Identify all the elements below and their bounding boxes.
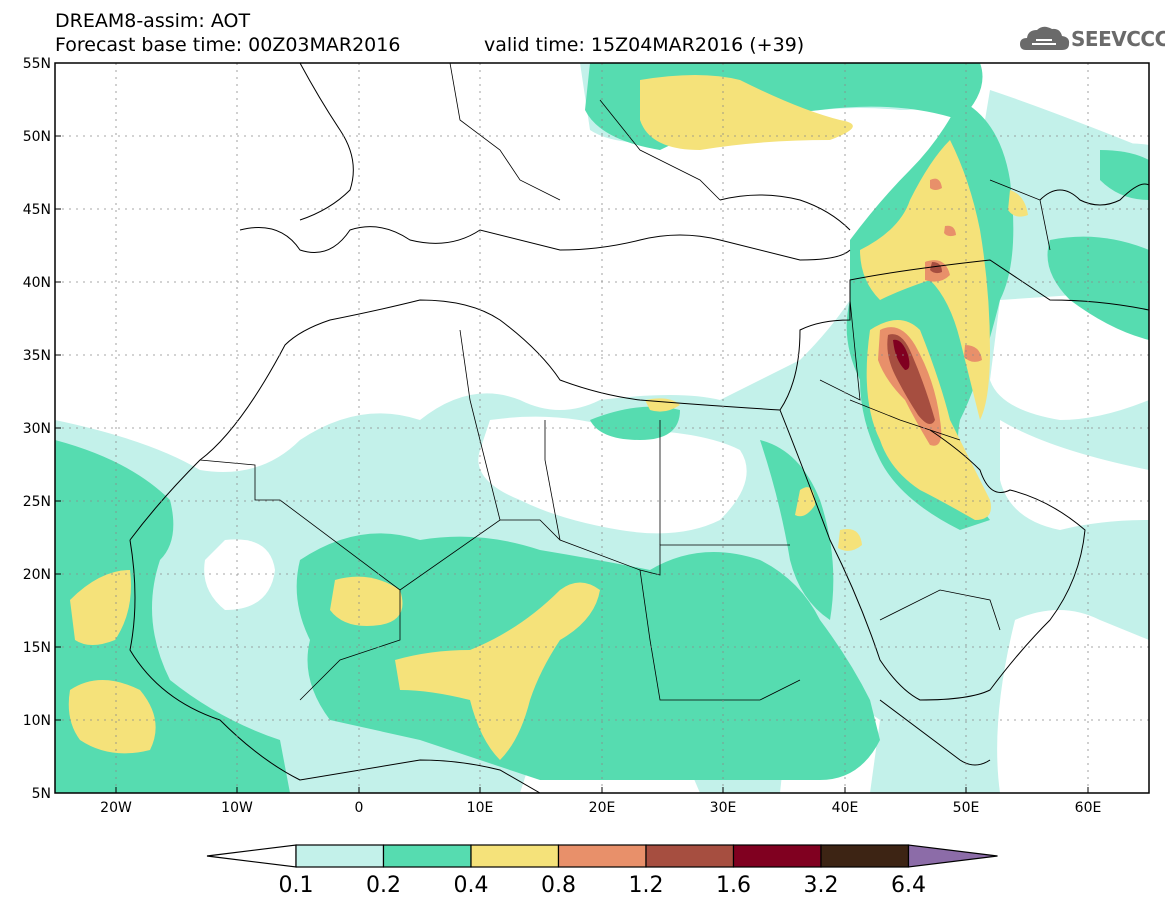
colorbar-segment	[382, 844, 472, 868]
lat-label: 15N	[23, 640, 51, 656]
lon-label: 0	[355, 800, 364, 816]
colorbar-right-arrow	[907, 844, 998, 868]
colorbar-label: 3.2	[804, 873, 839, 898]
colorbar	[206, 844, 998, 868]
colorbar-segment	[732, 844, 822, 868]
forecast-base-time: Forecast base time: 00Z03MAR2016	[55, 34, 401, 56]
country-borders	[199, 63, 1051, 701]
colorbar-labels: 0.1 0.2 0.4 0.8 1.2 1.6 3.2 6.4	[279, 873, 927, 898]
aot-level-1.6	[893, 339, 910, 370]
lon-label: 20E	[589, 800, 616, 816]
colorbar-segment	[645, 844, 735, 868]
lat-label: 10N	[23, 713, 51, 729]
colorbar-segment	[295, 844, 385, 868]
cloud-logo-icon	[1020, 26, 1070, 50]
lat-label: 25N	[23, 494, 51, 510]
lat-label: 45N	[23, 202, 51, 218]
logo-text: SEEVCCC	[1071, 27, 1165, 51]
lat-label: 20N	[23, 567, 51, 583]
colorbar-label: 1.6	[716, 873, 751, 898]
tick-marks	[55, 62, 1089, 794]
longitude-labels: 20W 10W 0 10E 20E 30E 40E 50E 60E	[100, 800, 1101, 816]
colorbar-segment	[820, 844, 910, 868]
lat-label: 30N	[23, 421, 51, 437]
lat-label: 35N	[23, 348, 51, 364]
valid-time: valid time: 15Z04MAR2016 (+39)	[484, 34, 805, 56]
lon-label: 60E	[1075, 800, 1102, 816]
colorbar-segment	[557, 844, 647, 868]
coastlines	[129, 63, 1149, 793]
lon-label: 10E	[467, 800, 494, 816]
lat-label: 5N	[32, 786, 51, 802]
colorbar-label: 6.4	[891, 873, 926, 898]
lon-label: 30E	[710, 800, 737, 816]
map-title: DREAM8-assim: AOT	[55, 10, 251, 32]
lat-label: 40N	[23, 275, 51, 291]
colorbar-label: 0.1	[279, 873, 314, 898]
lon-label: 20W	[100, 800, 132, 816]
colorbar-left-arrow	[206, 844, 297, 868]
lon-label: 50E	[953, 800, 980, 816]
colorbar-segment	[470, 844, 560, 868]
colorbar-label: 0.2	[366, 873, 401, 898]
graticule	[55, 63, 1149, 793]
lat-label: 50N	[23, 129, 51, 145]
lon-label: 10W	[221, 800, 253, 816]
colorbar-label: 0.4	[454, 873, 489, 898]
colorbar-label: 1.2	[629, 873, 664, 898]
lon-label: 40E	[832, 800, 859, 816]
colorbar-label: 0.8	[541, 873, 576, 898]
lat-label: 55N	[23, 56, 51, 72]
latitude-labels: 55N 50N 45N 40N 35N 30N 25N 20N 15N 10N …	[23, 56, 51, 802]
